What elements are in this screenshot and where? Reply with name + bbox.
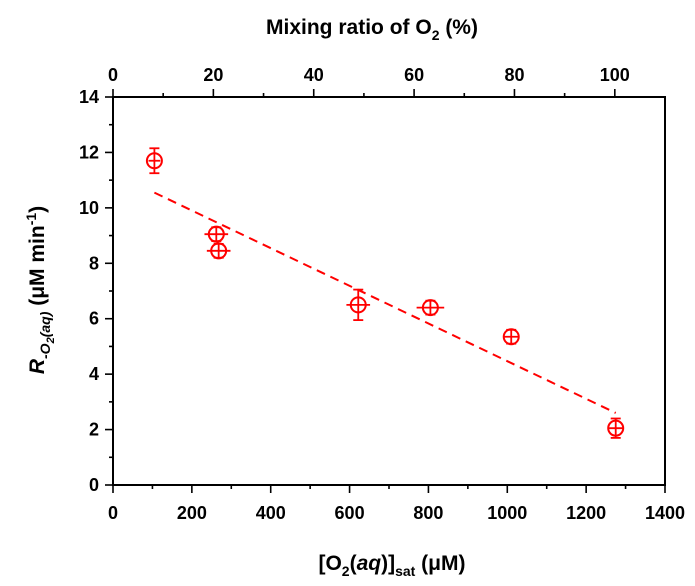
data-point <box>607 417 625 439</box>
data-point <box>416 299 445 317</box>
point-marker <box>145 152 163 170</box>
axis-tick-labels: 0 200 400 600 800 1000 1200 1400 0 2 4 6 8 10 12 14 0 20 4… <box>79 65 685 523</box>
x-axis-title: [O2(aq)]sat (μM) <box>318 552 465 579</box>
x-tick-label: 600 <box>335 503 365 523</box>
point-marker <box>607 419 625 437</box>
y-tick-label: 6 <box>89 309 99 329</box>
y-tick-label: 2 <box>89 420 99 440</box>
x2-tick-label: 40 <box>304 65 324 85</box>
y-tick-label: 14 <box>79 87 99 107</box>
y-tick-label: 8 <box>89 253 99 273</box>
axes-frame <box>112 96 666 486</box>
y-tick-label: 4 <box>89 364 99 384</box>
x2-axis-title: Mixing ratio of O2 (%) <box>266 16 478 43</box>
data-point <box>145 147 163 175</box>
y-tick-label: 12 <box>79 142 99 162</box>
point-marker <box>349 296 367 314</box>
point-marker <box>210 242 228 260</box>
x-tick-label: 800 <box>413 503 443 523</box>
point-marker <box>502 328 520 346</box>
x2-tick-label: 100 <box>600 65 630 85</box>
x-tick-label: 0 <box>108 503 118 523</box>
x-tick-label: 1200 <box>566 503 606 523</box>
fit-line-group <box>153 191 617 414</box>
y-tick-label: 0 <box>89 475 99 495</box>
point-marker <box>421 299 439 317</box>
point-marker <box>207 225 225 243</box>
data-point <box>346 288 371 322</box>
axis-ticks <box>105 89 666 493</box>
data-point <box>206 242 231 260</box>
data-point <box>502 328 520 346</box>
x-tick-label: 1400 <box>645 503 685 523</box>
x2-tick-label: 20 <box>203 65 223 85</box>
x2-tick-label: 0 <box>108 65 118 85</box>
y-axis-title: R-O2(aq) (μM min-1) <box>23 206 57 374</box>
x2-tick-label: 60 <box>404 65 424 85</box>
fit-line <box>153 191 617 414</box>
x-tick-label: 1000 <box>487 503 527 523</box>
x-tick-label: 400 <box>256 503 286 523</box>
x2-tick-label: 80 <box>504 65 524 85</box>
data-point <box>204 225 229 243</box>
y-tick-label: 10 <box>79 198 99 218</box>
plot-frame <box>112 96 666 486</box>
data-points <box>145 147 625 439</box>
x-tick-label: 200 <box>177 503 207 523</box>
